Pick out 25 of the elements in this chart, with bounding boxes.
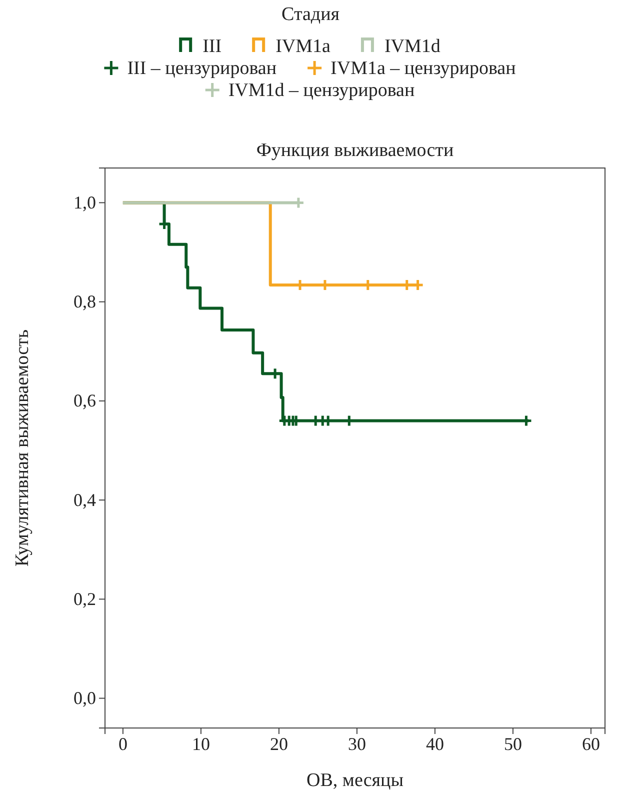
y-tick-label: 0,8 — [74, 292, 96, 312]
y-tick-label: 0,4 — [74, 490, 96, 510]
point — [158, 218, 171, 230]
x-tick-label: 40 — [426, 734, 444, 754]
legend-label: IVM1a — [276, 36, 332, 57]
x-tick-label: 50 — [504, 734, 522, 754]
y-tick-label: 1,0 — [74, 192, 96, 212]
y-tick-label: 0,0 — [74, 688, 96, 708]
x-tick-label: 30 — [348, 734, 366, 754]
chart-title: Функция выживаемости — [256, 140, 454, 161]
legend-label: IVM1d — [384, 36, 441, 57]
y-axis-title: Кумулятивная выживаемость — [12, 329, 33, 566]
x-tick-label: 20 — [270, 734, 288, 754]
point — [268, 367, 282, 380]
x-tick-label: 60 — [582, 734, 600, 754]
legend-title: Стадия — [282, 4, 340, 25]
x-tick-label: 10 — [192, 734, 210, 754]
y-tick-label: 0,2 — [74, 588, 96, 609]
legend-label: IVM1d – цензурирован — [228, 80, 415, 101]
legend-label: III – цензурирован — [127, 58, 277, 79]
legend-label: III — [202, 36, 222, 57]
legend-label: IVM1a – цензурирован — [330, 58, 516, 79]
x-tick-label: 0 — [118, 734, 128, 754]
y-tick-label: 0,6 — [74, 390, 96, 411]
x-axis-title: ОВ, месяцы — [306, 770, 404, 791]
